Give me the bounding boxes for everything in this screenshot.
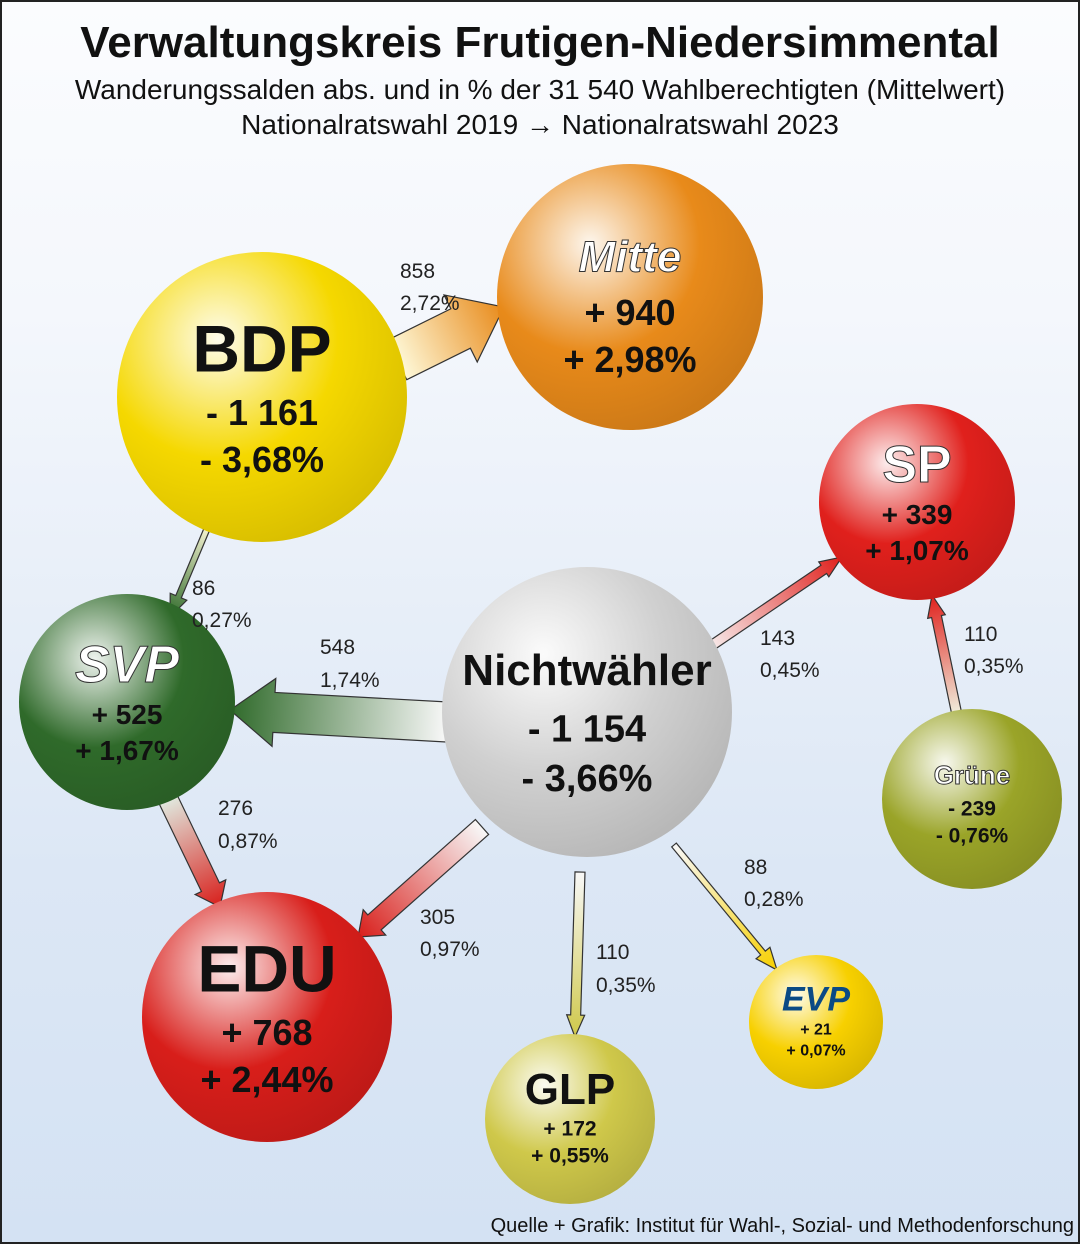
flow-label-value: 858 xyxy=(400,260,435,283)
flow-arrow-nichtwähler-to-svp xyxy=(229,677,449,748)
party-abs-change: - 1 154 xyxy=(528,709,646,751)
party-name: SVP xyxy=(75,636,179,694)
party-abs-change: + 339 xyxy=(882,499,953,530)
party-bubble-evp: EVP + 21 + 0,07% xyxy=(749,955,883,1089)
flow-label-pct: 0,97% xyxy=(420,938,480,961)
party-bubble-edu: EDU + 768 + 2,44% xyxy=(142,892,392,1142)
bubble-circle xyxy=(117,252,407,542)
party-abs-change: + 172 xyxy=(543,1117,596,1140)
flow-label-pct: 0,27% xyxy=(192,609,252,632)
flow-label-value: 86 xyxy=(192,577,215,600)
party-pct-change: + 1,07% xyxy=(865,535,969,566)
bubble-circle xyxy=(497,164,763,430)
flow-label-value: 143 xyxy=(760,627,795,650)
bubble-circle xyxy=(749,955,883,1089)
flow-label-pct: 2,72% xyxy=(400,292,460,315)
party-abs-change: - 239 xyxy=(948,797,996,820)
flow-arrow-grüne-to-sp xyxy=(926,593,963,717)
party-name: GLP xyxy=(525,1065,615,1114)
party-abs-change: + 768 xyxy=(221,1012,312,1053)
party-name: SP xyxy=(882,436,951,494)
party-name: EDU xyxy=(197,931,336,1005)
flow-arrow-nichtwähler-to-sp xyxy=(698,556,844,657)
flow-arrow-nichtwähler-to-glp xyxy=(565,871,586,1039)
bubble-circle xyxy=(819,404,1015,600)
party-name: Nichtwähler xyxy=(462,646,711,695)
party-name: Mitte xyxy=(579,232,682,281)
party-pct-change: - 3,66% xyxy=(522,758,653,800)
flow-label-pct: 0,87% xyxy=(218,830,278,853)
flow-label-pct: 0,28% xyxy=(744,888,804,911)
flow-arrow-bdp-to-mitte xyxy=(386,294,505,381)
flow-label-value: 305 xyxy=(420,906,455,929)
bubble-circle xyxy=(19,594,235,810)
flow-label-pct: 0,35% xyxy=(964,655,1024,678)
flow-label-pct: 0,35% xyxy=(596,974,656,997)
party-bubble-bdp: BDP - 1 161 - 3,68% xyxy=(117,252,407,542)
source-credit: Quelle + Grafik: Institut für Wahl-, Soz… xyxy=(490,1215,1074,1237)
diagram-subtitle-elections: Nationalratswahl 2019 → Nationalratswahl… xyxy=(241,109,839,140)
party-bubble-gruene: Grüne - 239 - 0,76% xyxy=(882,709,1062,889)
party-bubble-nichtwaehler: Nichtwähler - 1 154 - 3,66% xyxy=(442,567,732,857)
flow-label-pct: 1,74% xyxy=(320,669,380,692)
party-pct-change: + 2,44% xyxy=(200,1059,333,1100)
bubble-circle xyxy=(485,1034,655,1204)
flow-arrow-bdp-to-svp xyxy=(169,522,213,619)
bubble-circle xyxy=(142,892,392,1142)
diagram-subtitle: Wanderungssalden abs. und in % der 31 54… xyxy=(74,74,1006,105)
flow-label-value: 88 xyxy=(744,856,767,879)
flow-label-pct: 0,45% xyxy=(760,659,820,682)
party-pct-change: + 2,98% xyxy=(563,339,696,380)
flow-label-value: 548 xyxy=(320,636,355,659)
party-bubble-glp: GLP + 172 + 0,55% xyxy=(485,1034,655,1204)
party-abs-change: + 940 xyxy=(584,292,675,333)
flow-arrow-nichtwähler-to-evp xyxy=(670,842,779,972)
party-pct-change: + 0,55% xyxy=(531,1145,609,1168)
bubble-circle xyxy=(882,709,1062,889)
bubble-circle xyxy=(442,567,732,857)
flow-arrow-svp-to-edu xyxy=(158,793,227,908)
party-bubble-mitte: Mitte + 940 + 2,98% xyxy=(497,164,763,430)
party-bubble-svp: SVP + 525 + 1,67% xyxy=(19,594,235,810)
party-abs-change: + 21 xyxy=(800,1021,832,1038)
party-bubble-sp: SP + 339 + 1,07% xyxy=(819,404,1015,600)
flow-arrow-nichtwähler-to-edu xyxy=(357,818,490,938)
party-pct-change: - 0,76% xyxy=(936,825,1009,848)
flow-label-value: 276 xyxy=(218,797,253,820)
party-name: BDP xyxy=(192,311,331,385)
party-pct-change: + 0,07% xyxy=(786,1042,845,1059)
party-abs-change: - 1 161 xyxy=(206,392,318,433)
party-pct-change: + 1,67% xyxy=(75,735,179,766)
party-abs-change: + 525 xyxy=(92,699,163,730)
flow-label-value: 110 xyxy=(596,941,629,964)
party-name: Grüne xyxy=(934,760,1011,790)
flow-label-value: 110 xyxy=(964,623,997,646)
diagram-title: Verwaltungskreis Frutigen-Niedersimmenta… xyxy=(80,18,1000,67)
party-pct-change: - 3,68% xyxy=(200,439,324,480)
party-name: EVP xyxy=(782,981,850,1019)
